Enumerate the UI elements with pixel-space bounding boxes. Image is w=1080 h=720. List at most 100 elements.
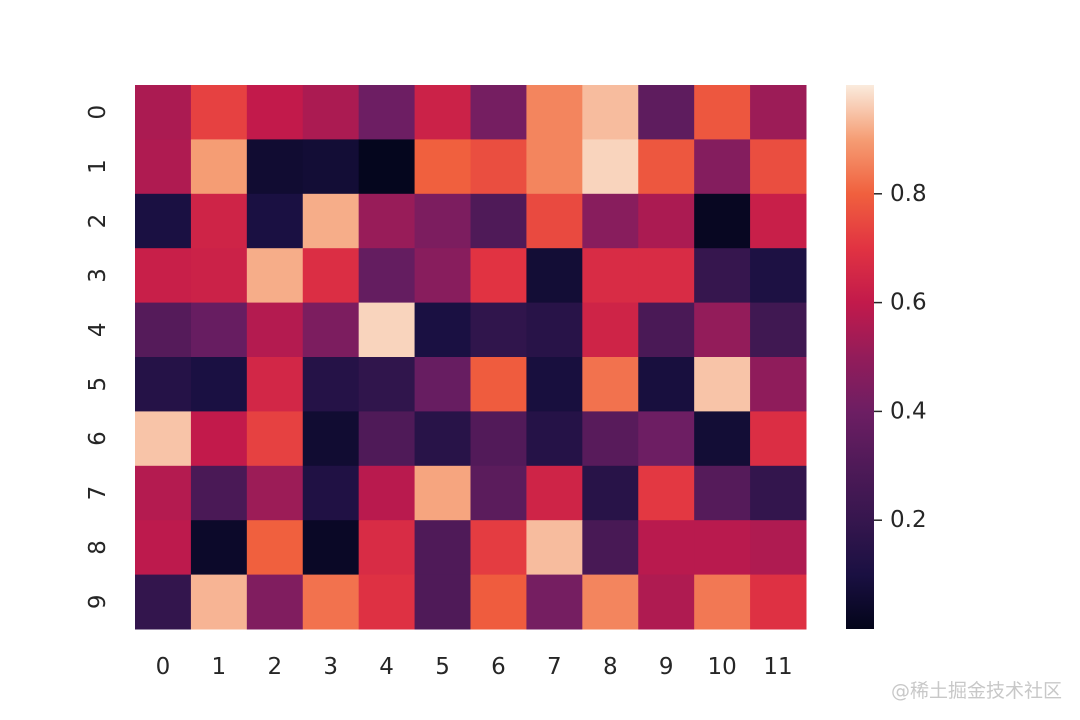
heatmap-cell — [414, 302, 471, 358]
heatmap-cell — [135, 302, 192, 358]
heatmap-cell — [190, 465, 248, 521]
x-tick-label: 11 — [763, 654, 792, 680]
heatmap-cell — [638, 85, 695, 140]
heatmap-cell — [358, 85, 416, 140]
heatmap-cell — [638, 139, 695, 195]
heatmap-cell — [358, 520, 416, 576]
heatmap-cell — [582, 574, 639, 630]
heatmap-cell — [470, 85, 527, 140]
heatmap-cell — [190, 357, 248, 412]
heatmap-cell — [190, 302, 248, 358]
heatmap-cell — [582, 357, 639, 412]
heatmap-cell — [582, 85, 639, 140]
x-tick-labels: 0 1 2 3 4 5 6 7 8 9 10 11 — [156, 654, 793, 680]
heatmap-cell — [750, 85, 807, 140]
heatmap-cell — [470, 248, 527, 304]
heatmap-cell — [470, 520, 527, 576]
colorbar-tick-label: 0.4 — [890, 398, 927, 424]
heatmap-cell — [582, 302, 639, 358]
heatmap-cell — [750, 357, 807, 412]
heatmap-cell — [135, 139, 192, 195]
heatmap-cell — [582, 139, 639, 195]
y-tick-label: 5 — [85, 377, 111, 392]
heatmap-cell — [190, 139, 248, 195]
heatmap-cell — [470, 465, 527, 521]
x-tick-label: 4 — [379, 654, 394, 680]
heatmap-cell — [694, 411, 751, 467]
heatmap-cell — [582, 248, 639, 304]
heatmap-cell — [638, 248, 695, 304]
watermark-text: @稀土掘金技术社区 — [891, 680, 1062, 702]
heatmap-cell — [526, 193, 583, 249]
heatmap-cell — [582, 411, 639, 467]
heatmap-cell — [414, 139, 471, 195]
heatmap-cell — [135, 465, 192, 521]
heatmap-cell — [246, 193, 304, 249]
heatmap-cell — [135, 85, 192, 140]
y-tick-label: 9 — [85, 594, 111, 609]
heatmap-cell — [750, 574, 807, 630]
x-tick-label: 5 — [435, 654, 450, 680]
y-tick-label: 7 — [85, 486, 111, 501]
heatmap-cell — [414, 357, 471, 412]
heatmap-cell — [638, 193, 695, 249]
heatmap-cell — [302, 574, 360, 630]
heatmap-cell — [135, 574, 192, 630]
heatmap-cell — [358, 411, 416, 467]
heatmap-cell — [190, 520, 248, 576]
heatmap-cell — [526, 139, 583, 195]
x-tick-label: 10 — [707, 654, 736, 680]
heatmap-cell — [302, 465, 360, 521]
heatmap-cell — [694, 357, 751, 412]
heatmap-cell — [750, 302, 807, 358]
heatmap-cell — [358, 248, 416, 304]
heatmap-cell — [750, 139, 807, 195]
heatmap-cell — [246, 302, 304, 358]
heatmap-cell — [750, 193, 807, 249]
heatmap-cell — [135, 357, 192, 412]
heatmap-cell — [526, 520, 583, 576]
x-tick-label: 2 — [267, 654, 282, 680]
heatmap-cell — [246, 248, 304, 304]
y-tick-labels: 0 1 2 3 4 5 6 7 8 9 — [85, 105, 111, 609]
heatmap-cell — [246, 465, 304, 521]
heatmap-cell — [582, 520, 639, 576]
heatmap-cell — [526, 574, 583, 630]
heatmap-cell — [246, 411, 304, 467]
x-tick-label: 1 — [212, 654, 227, 680]
heatmap-cells — [135, 85, 807, 630]
colorbar-tick-label: 0.6 — [890, 290, 927, 316]
heatmap-cell — [135, 411, 192, 467]
heatmap-cell — [582, 193, 639, 249]
y-tick-label: 4 — [85, 322, 111, 337]
heatmap-cell — [190, 574, 248, 630]
heatmap-cell — [135, 193, 192, 249]
heatmap-cell — [358, 139, 416, 195]
heatmap-cell — [302, 85, 360, 140]
heatmap-cell — [302, 411, 360, 467]
heatmap-cell — [470, 302, 527, 358]
y-tick-label: 3 — [85, 268, 111, 283]
colorbar-tick-label: 0.2 — [890, 507, 927, 533]
heatmap-cell — [582, 465, 639, 521]
y-tick-label: 8 — [85, 540, 111, 555]
heatmap-cell — [302, 193, 360, 249]
heatmap-cell — [358, 193, 416, 249]
colorbar-tick-label: 0.8 — [890, 181, 927, 207]
colorbar-ticks: 0.2 0.4 0.6 0.8 — [874, 181, 927, 533]
y-tick-label: 0 — [85, 105, 111, 120]
heatmap-cell — [302, 139, 360, 195]
heatmap-cell — [470, 574, 527, 630]
heatmap-cell — [638, 411, 695, 467]
heatmap-cell — [190, 85, 248, 140]
heatmap-cell — [190, 193, 248, 249]
heatmap-cell — [246, 85, 304, 140]
heatmap-cell — [750, 411, 807, 467]
heatmap-cell — [190, 411, 248, 467]
heatmap-cell — [694, 85, 751, 140]
heatmap-cell — [414, 574, 471, 630]
heatmap-cell — [470, 139, 527, 195]
heatmap-cell — [358, 465, 416, 521]
heatmap-cell — [414, 193, 471, 249]
